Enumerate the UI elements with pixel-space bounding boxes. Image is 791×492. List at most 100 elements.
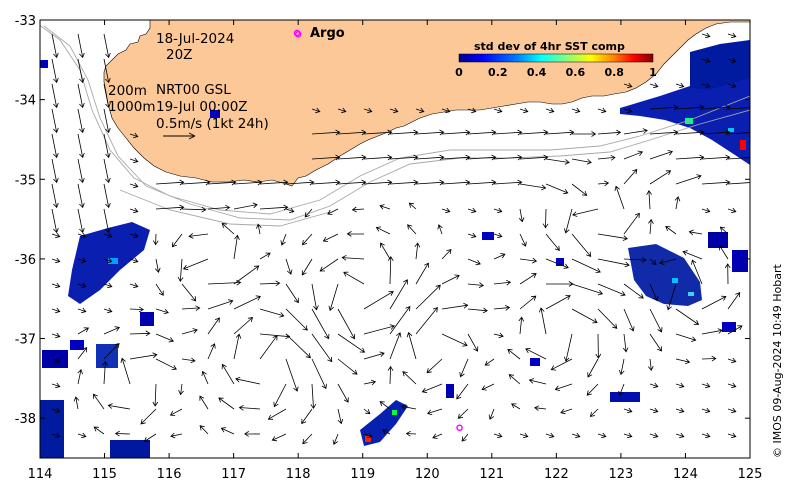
current-vector-arrow	[623, 432, 633, 439]
current-vector-arrow	[571, 283, 604, 296]
x-tick-label: 123	[608, 467, 633, 482]
current-vector-arrow	[169, 408, 183, 416]
current-vector-arrow	[77, 58, 85, 84]
current-vector-arrow	[233, 179, 263, 186]
current-vector-arrow	[129, 330, 151, 337]
current-vector-arrow	[181, 357, 196, 364]
current-vector-arrow	[646, 189, 652, 210]
current-vector-arrow	[675, 358, 691, 365]
current-vector-arrow	[51, 407, 61, 414]
current-vector-arrow	[103, 183, 111, 209]
current-vector-arrow	[525, 348, 547, 360]
current-vector-arrow	[415, 262, 429, 285]
current-vector-arrow	[675, 129, 705, 136]
current-vector-arrow	[129, 182, 139, 189]
current-vector-arrow	[140, 408, 157, 425]
current-vector-arrow	[207, 317, 220, 335]
current-vector-arrow	[441, 207, 451, 214]
current-vector-arrow	[155, 179, 185, 186]
current-vector-arrow	[114, 430, 131, 437]
current-vector-arrow	[597, 154, 616, 161]
current-vector-arrow	[379, 401, 391, 410]
current-vector-arrow	[129, 232, 139, 239]
current-vector-arrow	[77, 307, 87, 314]
current-vector-arrow	[363, 408, 371, 415]
current-vectors	[51, 32, 750, 445]
current-vector-arrow	[256, 223, 262, 235]
current-vector-arrow	[488, 408, 495, 420]
current-vector-arrow	[301, 258, 313, 276]
current-vector-arrow	[675, 308, 700, 325]
current-vector-arrow	[218, 397, 235, 410]
current-vector-arrow	[332, 433, 339, 445]
current-vector-arrow	[337, 308, 356, 340]
scale-label: 0.5m/s (1kt 24h)	[156, 116, 269, 132]
current-vector-arrow	[380, 242, 391, 260]
current-vector-arrow	[51, 282, 61, 289]
current-vector-arrow	[511, 403, 521, 410]
current-vector-arrow	[77, 282, 87, 289]
current-vector-arrow	[77, 33, 85, 59]
current-vector-arrow	[400, 404, 417, 410]
current-vector-arrow	[597, 233, 629, 241]
current-vector-arrow	[461, 433, 469, 442]
current-vector-arrow	[595, 333, 602, 359]
current-vector-arrow	[701, 382, 711, 389]
current-vector-arrow	[597, 258, 630, 268]
current-vector-arrow	[310, 383, 317, 410]
current-vector-arrow	[177, 258, 184, 283]
depth-1000-label: 1000m	[108, 99, 156, 115]
current-vector-arrow	[467, 258, 481, 266]
current-vector-arrow	[727, 325, 743, 335]
current-vector-arrow	[481, 383, 495, 391]
current-vector-arrow	[623, 257, 647, 263]
argo-floats	[294, 31, 463, 432]
current-vector-arrow	[426, 358, 443, 374]
current-vector-arrow	[727, 382, 737, 389]
current-vector-arrow	[493, 107, 503, 114]
current-vector-arrow	[415, 179, 445, 186]
current-vector-arrow	[363, 179, 393, 186]
current-vector-arrow	[302, 433, 313, 445]
current-vector-arrow	[675, 174, 702, 185]
current-vector-arrow	[102, 360, 108, 385]
y-tick-label: -36	[15, 253, 36, 268]
current-vector-arrow	[182, 258, 209, 271]
current-vector-arrow	[597, 432, 607, 439]
current-vector-arrow	[456, 383, 469, 400]
y-axis: -33 -34 -35 -36 -37 -38	[15, 14, 750, 427]
current-vector-arrow	[701, 57, 711, 64]
current-vector-arrow	[129, 282, 139, 289]
current-vector-arrow	[649, 150, 674, 160]
current-vector-arrow	[618, 383, 625, 397]
current-vector-arrow	[267, 408, 287, 420]
current-vector-arrow	[311, 333, 333, 363]
current-vector-arrow	[408, 202, 417, 210]
current-vector-arrow	[701, 82, 711, 89]
current-vector-arrow	[77, 432, 87, 439]
colorbar-tick-label: 0.4	[527, 66, 547, 79]
current-vector-arrow	[649, 170, 672, 185]
current-vector-arrow	[493, 207, 503, 214]
current-vector-arrow	[337, 408, 344, 425]
current-vector-arrow	[493, 154, 523, 161]
current-vector-arrow	[285, 308, 308, 331]
current-vector-arrow	[623, 407, 633, 414]
current-vector-arrow	[181, 328, 198, 335]
current-vector-arrow	[415, 129, 445, 136]
current-vector-arrow	[597, 129, 622, 136]
current-vector-arrow	[181, 179, 211, 186]
current-vector-arrow	[407, 224, 417, 235]
current-vector-arrow	[51, 232, 61, 239]
current-vector-arrow	[519, 183, 547, 191]
current-vector-arrow	[618, 358, 625, 376]
current-vector-arrow	[545, 183, 569, 195]
current-vector-arrow	[493, 232, 503, 239]
current-vector-arrow	[233, 202, 258, 210]
current-vector-arrow	[554, 383, 573, 391]
current-vector-arrow	[337, 179, 367, 186]
current-vector-arrow	[727, 132, 750, 135]
current-vector-arrow	[379, 204, 391, 210]
current-vector-arrow	[103, 83, 111, 109]
current-vector-arrow	[675, 432, 685, 439]
